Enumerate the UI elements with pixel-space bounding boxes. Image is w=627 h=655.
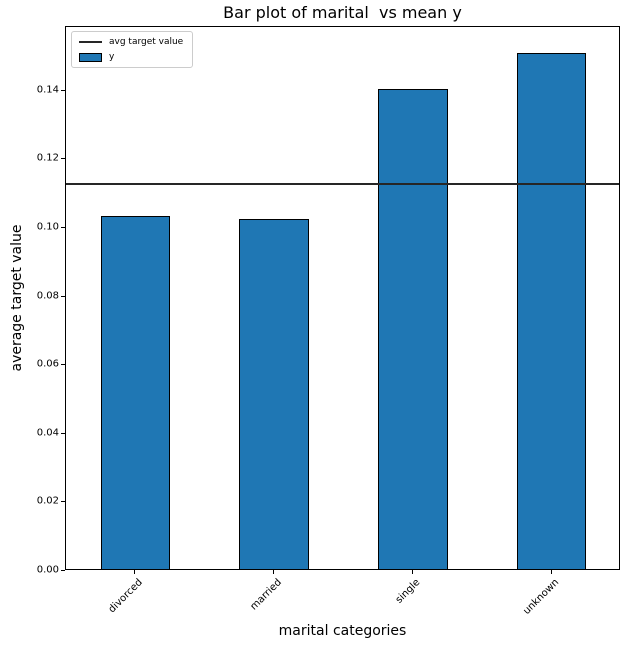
bar-unknown [516,52,587,569]
xtick-label-divorced: divorced [106,577,146,616]
ytick-label-0.00: 0.00 [36,564,59,576]
ytick-mark [61,89,65,91]
ytick-mark [61,501,65,503]
ytick-mark [61,158,65,160]
xtick-label-unknown: unknown [521,577,562,617]
bar-divorced [100,215,171,569]
legend-label-avg-target-value: avg target value [109,37,184,47]
bar-single [378,88,448,569]
chart-title: Bar plot of marital vs mean y [223,3,462,22]
ytick-mark [61,570,65,571]
xtick-mark [273,570,275,574]
ytick-mark [61,226,65,228]
legend-item-y: y [79,52,183,62]
ytick-label-0.12: 0.12 [36,152,59,164]
xtick-label-single: single [393,577,423,606]
ytick-label-0.02: 0.02 [36,495,59,507]
xtick-mark [550,570,552,574]
avg-target-value-line [66,183,619,186]
ytick-label-0.04: 0.04 [36,427,59,439]
plot-area: avg target value y [65,26,620,570]
ytick-mark [61,432,65,434]
legend-label-y: y [109,52,115,62]
legend-item-avg-target-value: avg target value [79,37,183,47]
ytick-label-0.14: 0.14 [36,84,59,96]
ytick-mark [61,364,65,366]
xtick-mark [134,570,136,574]
legend-patch-swatch [79,52,102,62]
y-axis-label: average target value [9,224,25,372]
xtick-label-married: married [248,577,284,613]
ytick-label-0.06: 0.06 [36,358,59,370]
legend-line-swatch [79,41,102,43]
x-axis-label: marital categories [278,623,407,639]
legend: avg target value y [71,31,194,68]
ytick-label-0.08: 0.08 [36,290,59,302]
bar-married [239,219,309,569]
xtick-mark [411,570,413,574]
ytick-mark [61,295,65,297]
ytick-label-0.10: 0.10 [36,221,59,233]
